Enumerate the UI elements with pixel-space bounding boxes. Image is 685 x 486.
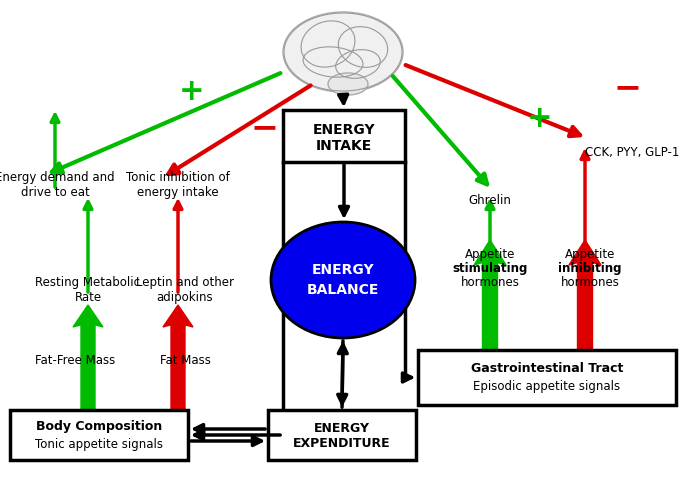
Bar [283, 110, 405, 162]
Text: −: − [251, 111, 279, 144]
Ellipse shape [283, 12, 403, 92]
Text: Resting Metabolic
Rate: Resting Metabolic Rate [36, 276, 140, 304]
Text: Energy demand and
drive to eat: Energy demand and drive to eat [0, 171, 115, 199]
Text: BALANCE: BALANCE [307, 283, 379, 297]
Text: Appetite: Appetite [565, 248, 615, 261]
Text: +: + [179, 77, 205, 106]
Text: stimulating: stimulating [452, 262, 527, 275]
Text: Gastrointestinal Tract: Gastrointestinal Tract [471, 362, 623, 375]
Text: Tonic inhibition of
energy intake: Tonic inhibition of energy intake [126, 171, 230, 199]
Text: INTAKE: INTAKE [316, 139, 372, 153]
FancyArrow shape [474, 240, 506, 350]
Text: inhibiting: inhibiting [558, 262, 622, 275]
Text: Fat-Free Mass: Fat-Free Mass [35, 353, 115, 366]
Text: Leptin and other
adipokins: Leptin and other adipokins [136, 276, 234, 304]
Ellipse shape [271, 222, 415, 338]
Text: Ghrelin: Ghrelin [469, 193, 512, 207]
FancyArrow shape [73, 305, 103, 410]
Text: Tonic appetite signals: Tonic appetite signals [35, 437, 163, 451]
Text: Fat Mass: Fat Mass [160, 353, 210, 366]
Text: EXPENDITURE: EXPENDITURE [293, 436, 391, 450]
Text: ENERGY: ENERGY [312, 263, 374, 277]
Text: Appetite: Appetite [465, 248, 515, 261]
FancyArrow shape [569, 240, 601, 350]
Text: Episodic appetite signals: Episodic appetite signals [473, 380, 621, 393]
Text: hormones: hormones [460, 276, 519, 289]
Bar [10, 410, 188, 460]
Text: CCK, PYY, GLP-1: CCK, PYY, GLP-1 [585, 145, 680, 158]
Text: hormones: hormones [560, 276, 619, 289]
Text: ENERGY: ENERGY [314, 421, 370, 434]
Bar [268, 410, 416, 460]
Text: +: + [527, 104, 553, 133]
Text: Body Composition: Body Composition [36, 419, 162, 433]
Text: ENERGY: ENERGY [312, 123, 375, 137]
FancyArrow shape [163, 305, 193, 410]
Ellipse shape [328, 73, 368, 95]
Text: −: − [614, 71, 642, 104]
Bar [418, 350, 676, 405]
